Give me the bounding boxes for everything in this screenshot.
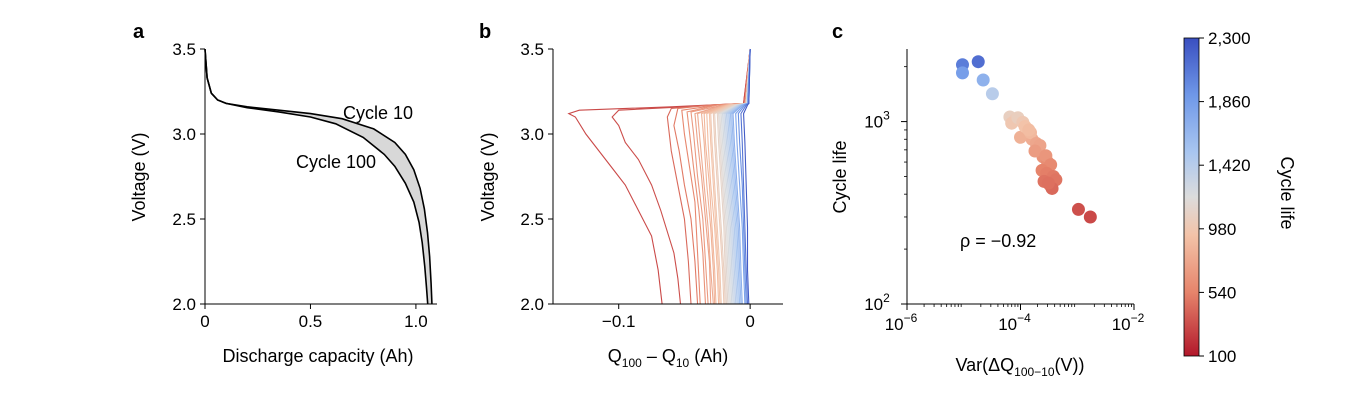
scatter-point bbox=[1071, 202, 1085, 216]
panel-b-xlabel-unit: (Ah) bbox=[689, 346, 728, 366]
y-tick-label: 103 bbox=[864, 109, 890, 132]
colorbar-tick-label: 100 bbox=[1208, 347, 1236, 366]
colorbar-tick-label: 1,860 bbox=[1208, 93, 1251, 112]
colorbar-ticks: 2,300 1,860 1,420 980 540 100 bbox=[1199, 29, 1251, 366]
y-tick-label: 2.5 bbox=[520, 210, 544, 229]
colorbar-tick-label: 2,300 bbox=[1208, 29, 1251, 48]
y-tick-label: 102 bbox=[864, 291, 890, 314]
x-tick-exponent: −6 bbox=[904, 311, 918, 325]
x-tick-label: 0 bbox=[745, 312, 754, 331]
colorbar-label: Cycle life bbox=[1277, 156, 1297, 229]
x-tick-label: 10−2 bbox=[1112, 311, 1145, 334]
panel-a-letter: a bbox=[133, 21, 145, 43]
panel-b-xlabel-q1: Q bbox=[608, 346, 622, 366]
colorbar-tick-label: 980 bbox=[1208, 220, 1236, 239]
y-tick-label: 3.0 bbox=[172, 125, 196, 144]
panel-c-plot: 10−6 10−4 10−2 102 103 bbox=[864, 49, 1145, 334]
x-tick-label: 0 bbox=[200, 312, 209, 331]
y-tick-label: 2.0 bbox=[172, 295, 196, 314]
panel-a-plot: 0 0.5 1.0 2.0 2.5 3.0 3.5 bbox=[172, 40, 437, 331]
panel-c-axes bbox=[906, 49, 1134, 305]
scatter-point bbox=[1028, 144, 1042, 158]
panel-b-xlabel-sub1: 100 bbox=[622, 356, 642, 370]
scatter-point bbox=[955, 66, 969, 80]
y-tick-label: 2.5 bbox=[172, 210, 196, 229]
panel-b-xlabel: Q100 – Q10 (Ah) bbox=[608, 346, 728, 370]
panel-c-ylabel: Cycle life bbox=[830, 140, 850, 213]
y-tick-label: 3.5 bbox=[172, 40, 196, 59]
panel-b-xlabel-mid: – Q bbox=[642, 346, 676, 366]
y-tick-label: 3.5 bbox=[520, 40, 544, 59]
panel-c-xlabel: Var(ΔQ100−10(V)) bbox=[955, 355, 1084, 379]
annotation-cycle-10: Cycle 10 bbox=[343, 103, 413, 123]
panel-c-xlabel-sub: 100−10 bbox=[1014, 365, 1055, 379]
panel-b-plot: −0.1 0 2.0 2.5 3.0 3.5 bbox=[520, 40, 783, 331]
annotation-rho: ρ = −0.92 bbox=[960, 231, 1036, 251]
scatter-point bbox=[976, 73, 990, 87]
x-tick-exponent: −4 bbox=[1017, 311, 1031, 325]
y-tick-label: 2.0 bbox=[520, 295, 544, 314]
x-tick-label: −0.1 bbox=[602, 312, 636, 331]
series-line-curve bbox=[567, 48, 751, 305]
annotation-cycle-100: Cycle 100 bbox=[296, 152, 376, 172]
panel-a-xlabel: Discharge capacity (Ah) bbox=[222, 346, 413, 366]
panel-b-xlabel-sub2: 10 bbox=[676, 356, 690, 370]
x-tick-label: 1.0 bbox=[404, 312, 428, 331]
panel-a-ylabel: Voltage (V) bbox=[129, 132, 149, 221]
y-tick-label: 3.0 bbox=[520, 125, 544, 144]
scatter-point bbox=[1022, 123, 1036, 137]
colorbar-tick-label: 540 bbox=[1208, 283, 1236, 302]
x-tick-exponent: −2 bbox=[1131, 311, 1145, 325]
series-line-cycle-10 bbox=[204, 48, 433, 305]
colorbar bbox=[1183, 37, 1200, 357]
fill-between-cycles bbox=[205, 49, 432, 304]
scatter-point bbox=[971, 55, 985, 69]
panel-c-xlabel-pre: Var(ΔQ bbox=[955, 355, 1014, 375]
series-line-curve bbox=[611, 48, 751, 305]
colorbar-tick-label: 1,420 bbox=[1208, 156, 1251, 175]
series-line-curve bbox=[743, 48, 751, 305]
scatter-point bbox=[1014, 130, 1027, 144]
x-tick-label: 10−4 bbox=[998, 311, 1031, 334]
panel-b-letter: b bbox=[479, 21, 491, 43]
series-line-cycle-100 bbox=[204, 48, 429, 305]
y-tick-exponent: 2 bbox=[883, 291, 890, 305]
scatter-point bbox=[1083, 210, 1097, 224]
panel-c-xlabel-post: (V)) bbox=[1055, 355, 1085, 375]
scatter-point bbox=[1041, 176, 1055, 190]
panel-c-letter: c bbox=[832, 21, 843, 43]
scatter-point bbox=[985, 87, 999, 101]
y-tick-exponent: 3 bbox=[883, 109, 890, 123]
panel-b-ylabel: Voltage (V) bbox=[478, 132, 498, 221]
x-tick-label: 10−6 bbox=[885, 311, 918, 334]
x-tick-label: 0.5 bbox=[299, 312, 323, 331]
